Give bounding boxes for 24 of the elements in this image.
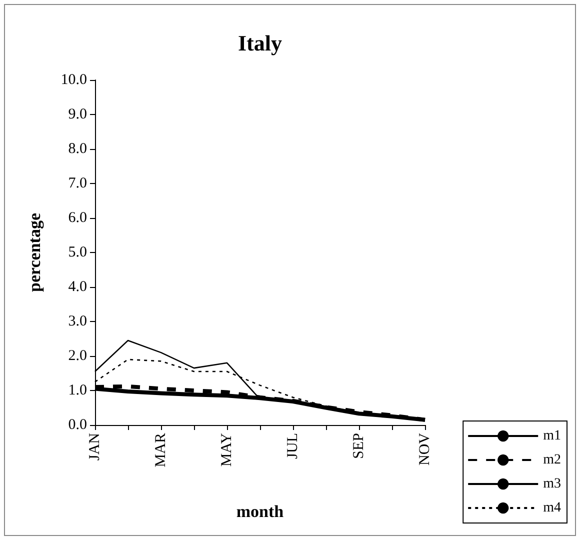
y-tick-label: 4.0 [68,279,87,295]
legend-label: m2 [543,452,561,468]
x-tick-label: MAY [219,432,235,467]
x-tick-label: MAR [153,433,169,468]
x-tick-label: SEP [351,433,367,459]
legend-label: m1 [543,428,561,444]
x-tick-label: JAN [87,432,103,461]
y-tick-label: 9.0 [68,106,87,122]
y-tick-label: 6.0 [68,210,87,226]
x-axis-title: month [236,502,284,521]
y-tick-label: 1.0 [68,382,87,398]
legend-label: m3 [543,476,561,492]
y-tick-label: 3.0 [68,314,87,330]
y-tick-label: 2.0 [68,348,87,364]
x-tick-label: JUL [285,433,301,459]
chart-title: Italy [238,30,282,56]
y-tick-label: 8.0 [68,141,87,157]
y-tick-label: 0.0 [68,417,87,433]
y-axis-title: percentage [25,212,44,292]
legend-label: m4 [543,500,561,516]
y-tick-label: 5.0 [68,244,87,260]
y-tick-label: 10.0 [60,72,87,88]
y-tick-label: 7.0 [68,176,87,192]
x-tick-label: NOV [417,432,433,466]
